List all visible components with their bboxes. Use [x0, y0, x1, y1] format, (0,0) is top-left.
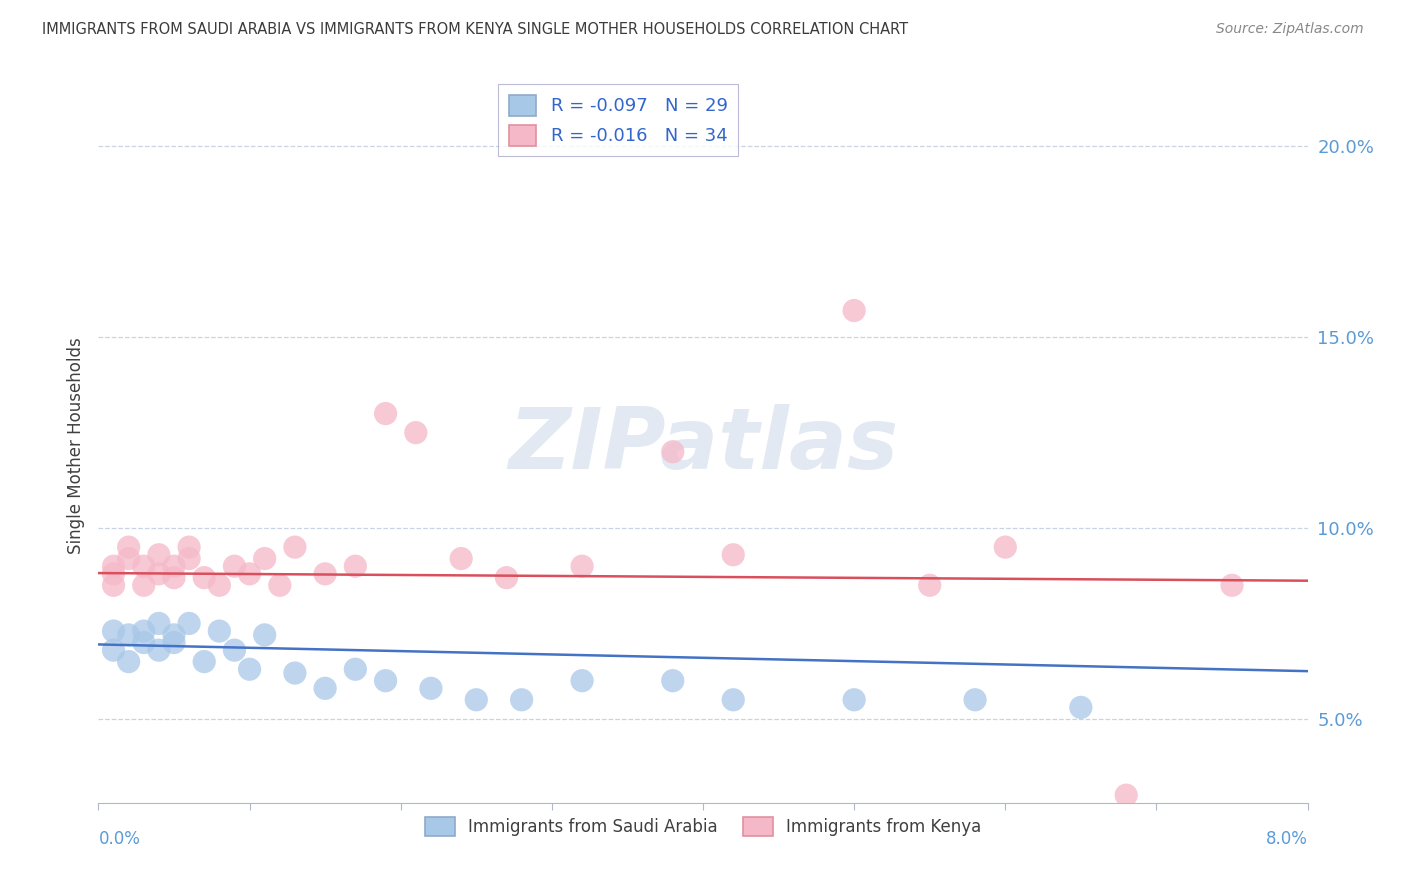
Point: [224, 559, 246, 574]
Point: [420, 681, 443, 696]
Point: [344, 559, 367, 574]
Point: [284, 540, 307, 554]
Point: [994, 540, 1017, 554]
Point: [208, 624, 231, 638]
Point: [179, 540, 201, 554]
Point: [179, 616, 201, 631]
Point: [1220, 578, 1243, 592]
Text: Source: ZipAtlas.com: Source: ZipAtlas.com: [1216, 22, 1364, 37]
Point: [510, 692, 533, 706]
Point: [661, 673, 683, 688]
Text: 0.0%: 0.0%: [98, 830, 141, 847]
Point: [132, 635, 155, 649]
Point: [405, 425, 427, 440]
Point: [344, 662, 367, 676]
Point: [103, 643, 125, 657]
Point: [314, 681, 336, 696]
Text: ZIPatlas: ZIPatlas: [508, 404, 898, 488]
Point: [208, 578, 231, 592]
Point: [132, 624, 155, 638]
Point: [148, 566, 170, 581]
Point: [571, 559, 593, 574]
Point: [103, 578, 125, 592]
Point: [132, 578, 155, 592]
Point: [1115, 788, 1137, 802]
Point: [284, 666, 307, 681]
Point: [239, 566, 262, 581]
Point: [179, 551, 201, 566]
Point: [103, 566, 125, 581]
Point: [844, 692, 866, 706]
Point: [118, 540, 141, 554]
Point: [450, 551, 472, 566]
Point: [239, 662, 262, 676]
Point: [253, 551, 276, 566]
Point: [965, 692, 987, 706]
Text: IMMIGRANTS FROM SAUDI ARABIA VS IMMIGRANTS FROM KENYA SINGLE MOTHER HOUSEHOLDS C: IMMIGRANTS FROM SAUDI ARABIA VS IMMIGRAN…: [42, 22, 908, 37]
Point: [132, 559, 155, 574]
Point: [723, 692, 745, 706]
Text: 8.0%: 8.0%: [1265, 830, 1308, 847]
Point: [163, 571, 186, 585]
Point: [374, 407, 396, 421]
Point: [103, 559, 125, 574]
Y-axis label: Single Mother Households: Single Mother Households: [66, 338, 84, 554]
Point: [148, 548, 170, 562]
Point: [193, 655, 215, 669]
Point: [495, 571, 517, 585]
Point: [163, 628, 186, 642]
Point: [1070, 700, 1092, 714]
Point: [314, 566, 336, 581]
Point: [374, 673, 396, 688]
Point: [269, 578, 291, 592]
Point: [723, 548, 745, 562]
Point: [148, 643, 170, 657]
Point: [118, 628, 141, 642]
Point: [163, 635, 186, 649]
Point: [103, 624, 125, 638]
Point: [193, 571, 215, 585]
Point: [918, 578, 941, 592]
Point: [253, 628, 276, 642]
Point: [844, 303, 866, 318]
Point: [148, 616, 170, 631]
Point: [224, 643, 246, 657]
Point: [465, 692, 488, 706]
Point: [118, 655, 141, 669]
Point: [571, 673, 593, 688]
Point: [118, 551, 141, 566]
Legend: Immigrants from Saudi Arabia, Immigrants from Kenya: Immigrants from Saudi Arabia, Immigrants…: [416, 808, 990, 845]
Point: [661, 444, 683, 458]
Point: [163, 559, 186, 574]
